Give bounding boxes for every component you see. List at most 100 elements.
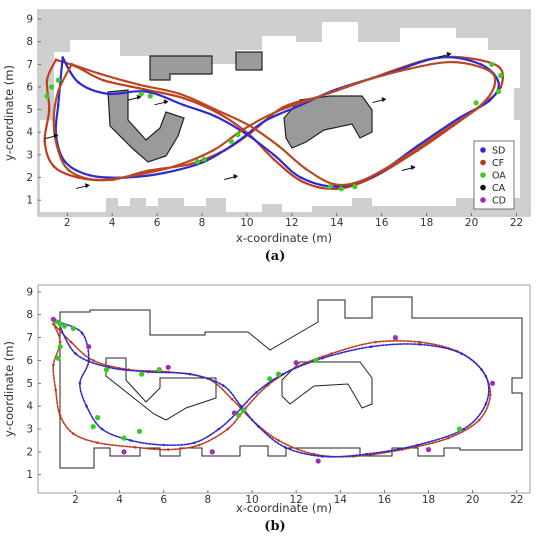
map-outer-boundary [59,296,523,469]
trajectory-point [335,187,339,191]
trajectory-point [416,144,420,148]
trajectory-point [492,85,496,89]
trajectory-point [236,412,242,418]
trajectory-point [240,408,246,414]
trajectory-point [241,128,244,132]
x-tick-label: 14 [330,217,344,229]
trajectory-point [392,335,398,341]
legend-label-sd: SD [492,146,505,157]
trajectory-point [133,174,136,177]
y-tick-label: 5 [26,104,33,116]
y-ticks-b: 1 2 3 4 5 6 7 8 9 [26,286,41,481]
trajectory-point [55,77,61,83]
trajectory-point [144,90,148,93]
trajectory-point [358,81,361,84]
trajectory-point [456,426,462,432]
trajectory-point [484,375,488,378]
trajectory-point [301,180,305,184]
x-tick-label: 12 [285,217,298,229]
trajectory-point [147,370,150,374]
trajectory-point [193,441,196,445]
trajectory-point [489,380,496,386]
trajectory-point [277,144,280,148]
trajectory-point [211,149,215,152]
y-tick-label: 9 [26,14,33,26]
x-tick-label: 22 [510,217,523,229]
trajectory-point [275,371,282,377]
trajectory-point [499,85,503,89]
trajectory-point [299,103,303,107]
legend-a: SD CF OA CA CD [473,140,515,210]
trajectory-point [86,344,92,350]
trajectory-point [121,449,127,455]
trajectory-point [497,65,500,68]
trajectory-point [54,58,58,62]
trajectory-point [106,92,109,96]
trajectory-point [103,367,109,373]
trajectory-point [362,178,366,182]
trajectory-point [272,153,276,157]
trajectory-point [498,73,504,79]
y-axis-label-b: y-coordinate (m) [2,341,16,437]
direction-arrow-head [136,94,142,100]
trajectory-line [52,60,497,187]
trajectory-point [263,119,267,123]
trajectory-point [61,56,64,59]
trajectory-point [488,99,491,102]
map-unknown-region [39,11,529,215]
trajectory-point [214,115,217,118]
trajectory-point [277,439,280,442]
trajectory-point [257,425,260,429]
trajectory-point [57,344,63,350]
trajectory-point [456,117,460,120]
trajectory-point [77,81,80,84]
direction-arrow-head [84,183,90,189]
trajectory-point [182,97,186,100]
trajectory-point [333,183,336,186]
x-tick-label: 22 [510,494,523,506]
trajectory-point [281,372,285,376]
legend-marker-ca [480,184,486,191]
x-ticks-a: 2 4 6 8 10 12 14 16 18 20 22 [64,213,523,229]
y-tick-label: 3 [26,149,33,161]
trajectory-point [194,159,201,165]
y-tick-label: 7 [26,332,33,344]
trajectory-point [85,404,88,408]
trajectory-point [352,184,358,190]
trajectory-point [52,119,55,123]
trajectory-point [197,443,201,447]
plot-frame-b [37,284,531,494]
trajectory-point [460,352,463,355]
trajectory-point [95,178,98,182]
trajectory-point [165,364,171,370]
direction-arrow-head [381,97,387,103]
x-ticks-b: 2 4 6 8 10 12 14 16 18 20 22 [72,490,523,506]
y-tick-label: 4 [26,127,33,139]
trajectory-point [189,162,193,166]
outline-map-b [59,296,523,469]
trajectory-point [230,398,234,401]
x-tick-label: 18 [420,217,433,229]
trajectory-point [402,155,406,159]
trajectory-point [91,359,95,362]
trajectory-point [156,367,162,373]
trajectory-point [133,446,137,449]
y-tick-label: 4 [26,401,33,413]
direction-arrow-head [446,51,452,57]
trajectory-line [43,55,504,191]
trajectory-point [61,323,68,329]
trajectory-point [90,424,96,430]
trajectory-point [58,414,62,417]
trajectory-point [473,100,479,106]
y-tick-label: 2 [26,172,33,184]
trajectory-point [484,402,488,406]
trajectory-point [70,325,76,331]
y-ticks-a: 1 2 3 4 5 6 7 8 9 [26,14,41,207]
trajectory-point [321,455,324,458]
trajectory-point [214,108,217,111]
trajectory-point [443,128,446,132]
trajectory-point [95,415,101,421]
trajectory-point [266,384,269,387]
map-obstacle-left [107,89,185,163]
